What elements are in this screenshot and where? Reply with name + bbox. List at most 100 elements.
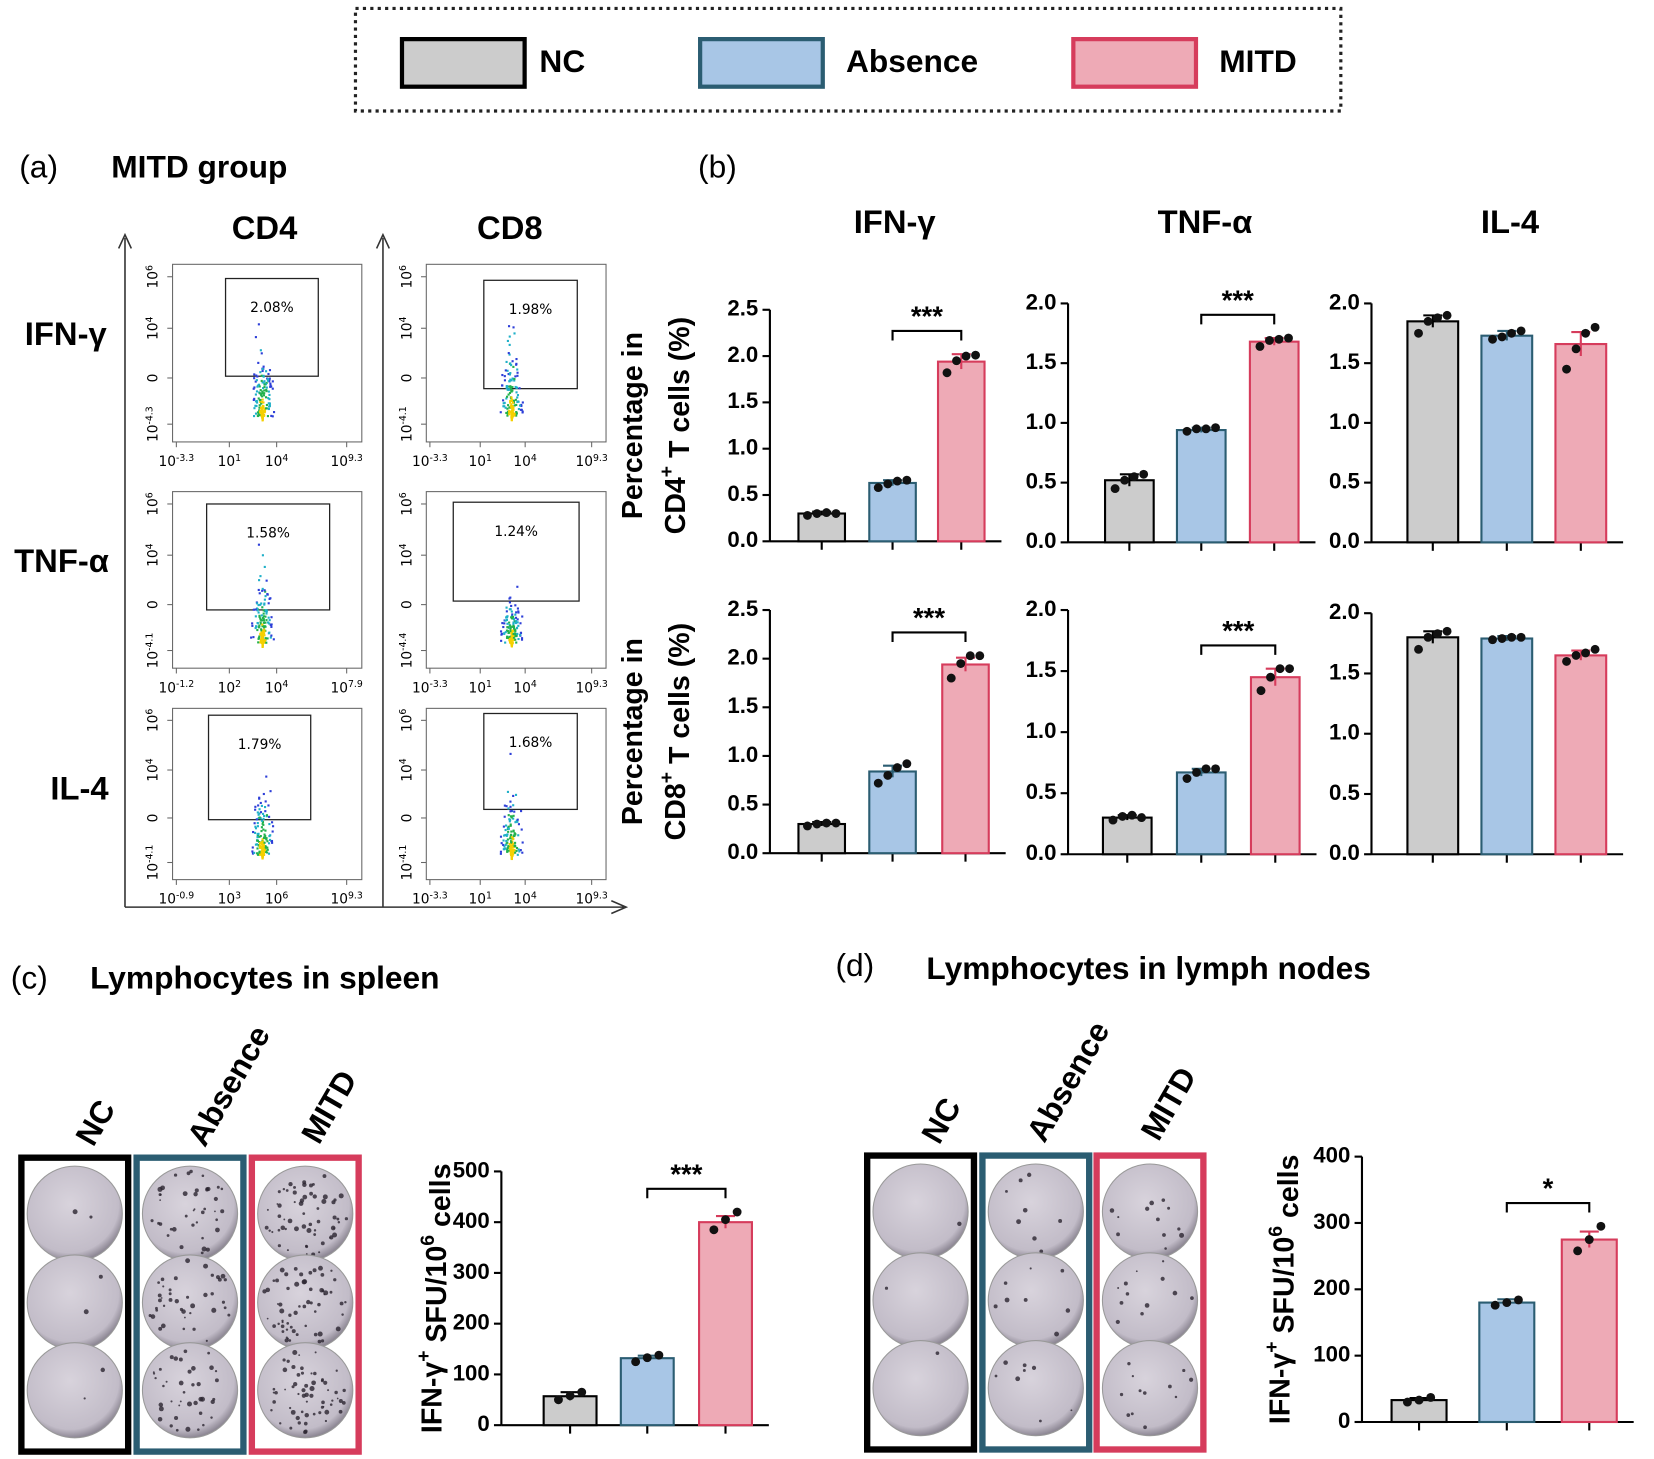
flow-event [503,632,506,635]
flow-event [260,414,263,417]
well-spot [275,1278,279,1283]
well-spot [201,1246,207,1252]
well-spot [277,1190,281,1194]
flow-event [509,411,512,414]
data-point [1118,811,1127,821]
well-spot [220,1209,225,1214]
flow-event [262,817,265,820]
well-spot [182,1390,186,1394]
well-spot [202,1423,205,1427]
flow-event [506,635,509,638]
flow-event [259,617,262,620]
flow-event [253,407,256,410]
flow-event [255,818,258,821]
flow-event [257,844,260,847]
well-spot [279,1422,282,1425]
flow-event [268,619,271,622]
bar [1560,1238,1618,1424]
flow-event [516,368,519,371]
flow-event [267,390,270,393]
flow-event [256,622,259,625]
well-spot [168,1288,172,1292]
flow-event [511,377,514,380]
flow-event [501,384,504,387]
flow-event [263,626,266,629]
well-spot [327,1389,330,1392]
text-part: cells [424,1164,456,1235]
chart-title: IFN-γ [854,203,937,240]
well-spot [282,1367,288,1373]
well-spot [157,1416,163,1422]
flow-event [269,623,273,626]
well-spot [271,1230,274,1234]
data-point [1584,1235,1594,1244]
well-spot [313,1332,318,1337]
flow-event [261,368,264,371]
flow-event [268,377,271,380]
well-spot [298,1305,301,1308]
flow-event [499,630,503,633]
flow-event [510,387,513,390]
well-spot [292,1349,298,1355]
flow-event [512,814,515,817]
flow-event [512,804,515,807]
text-part: 4 [144,543,155,549]
well-spot [333,1278,337,1282]
flow-event [510,815,513,818]
flow-event [506,622,509,625]
y-tick-label: 0.0 [727,839,758,864]
text-part: 10 [575,892,592,908]
well-spot [268,1229,271,1232]
text-part: 10 [399,764,415,781]
flow-event [262,394,266,397]
flow-x-tick: 106 [265,890,288,908]
well-spot [158,1406,164,1412]
flow-event [260,602,263,605]
flow-gate [483,279,578,390]
flow-event [272,411,276,414]
flow-event [265,390,268,393]
well-spot [173,1356,179,1361]
flow-event [507,636,510,639]
flow-y-tick: 10-4.1 [144,845,162,881]
data-point [709,1225,719,1235]
flow-event [507,325,511,328]
well-spot [158,1367,162,1371]
well-spot [158,1402,164,1408]
well-spot [313,1233,317,1236]
well-spot [294,1226,299,1232]
flow-event [509,835,512,838]
legend-swatch [698,37,825,89]
well-spot [193,1191,198,1197]
well-spot [884,1286,889,1290]
text-part: CD4 [659,477,691,534]
data-point [822,508,831,518]
flow-event [500,632,503,635]
flow-event [509,810,512,813]
data-point [1265,336,1274,345]
flow-event [268,404,271,408]
flow-event [506,410,509,413]
panel-title: Lymphocytes in spleen [90,959,439,995]
well-spot [338,1409,343,1414]
flow-event [261,645,264,648]
y-tick-label: 2.0 [1026,596,1057,621]
well-spot [302,1212,306,1216]
flow-x-tick: 102 [218,679,241,697]
well-spot [227,1313,231,1317]
gate-percent: 1.79% [238,737,282,753]
text-part: 10 [146,322,162,339]
flow-event [512,629,515,632]
well-spot [1182,1368,1186,1373]
flow-event [502,625,505,629]
significance-bracket [1505,1201,1591,1213]
data-point [873,778,883,788]
flow-event [515,846,519,850]
bar [868,481,917,543]
text-part: 10 [265,454,282,470]
flow-event [502,839,505,842]
flow-event [259,410,262,413]
text-part: 10 [399,322,415,339]
y-tick-label: 2.0 [1026,289,1057,314]
data-point [1596,1221,1606,1231]
